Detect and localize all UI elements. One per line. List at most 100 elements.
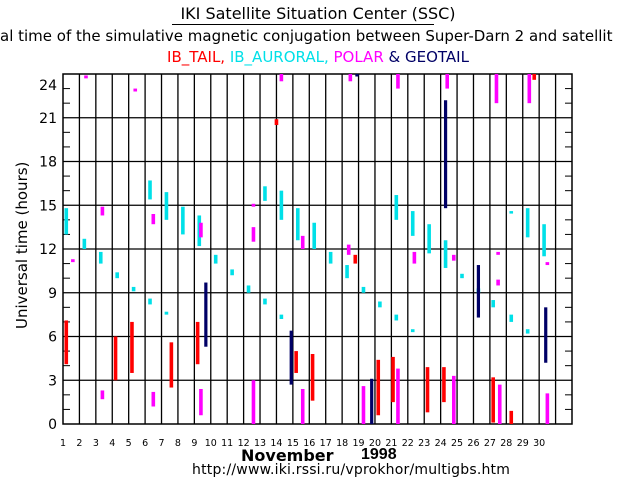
data-mark-ib-auroral — [443, 240, 448, 268]
data-mark-ib-auroral — [213, 254, 218, 264]
data-mark-polar — [300, 389, 305, 424]
x-tick-label: 6 — [142, 438, 148, 449]
data-mark-polar — [251, 227, 256, 242]
x-tick-label: 22 — [402, 438, 414, 449]
title-underline — [172, 24, 434, 25]
data-mark-polar — [396, 368, 400, 424]
data-mark-polar — [251, 380, 256, 424]
x-tick-label: 21 — [385, 438, 397, 449]
data-mark-polar — [100, 206, 105, 216]
data-mark-geotail — [355, 74, 359, 77]
data-mark-ib-tail — [310, 354, 315, 401]
data-mark-polar — [496, 279, 500, 286]
data-mark-geotail — [443, 100, 448, 209]
data-mark-polar — [151, 391, 156, 407]
data-mark-ib-tail — [274, 119, 279, 126]
data-mark-ib-auroral — [230, 269, 234, 276]
data-mark-ib-auroral — [279, 314, 284, 319]
data-mark-ib-auroral — [312, 222, 317, 249]
x-tick-label: 16 — [303, 438, 315, 449]
data-mark-geotail — [204, 282, 208, 347]
data-mark-polar — [251, 203, 256, 207]
data-mark-polar — [496, 251, 500, 255]
y-tick-label: 24 — [39, 78, 57, 94]
x-tick-label: 11 — [221, 438, 233, 449]
x-tick-label: 9 — [191, 438, 197, 449]
data-mark-polar — [451, 375, 456, 424]
data-mark-ib-auroral — [410, 211, 415, 236]
legend-ib-auroral: IB_AURORAL, — [225, 48, 329, 66]
x-tick-label: 19 — [353, 438, 365, 449]
data-mark-polar — [84, 75, 88, 79]
data-mark-ib-tail — [130, 321, 134, 373]
x-tick-label: 25 — [451, 438, 463, 449]
x-tick-label: 24 — [435, 438, 447, 449]
data-mark-polar — [545, 393, 550, 424]
data-mark-ib-auroral — [263, 186, 267, 201]
data-mark-polar — [199, 222, 203, 238]
y-tick-label: 6 — [48, 330, 57, 346]
data-mark-polar — [151, 214, 156, 225]
x-tick-label: 18 — [336, 438, 348, 449]
data-mark-ib-tail — [391, 356, 395, 403]
data-mark-polar — [545, 262, 550, 266]
data-mark-ib-tail — [491, 377, 495, 423]
data-mark-ib-auroral — [460, 273, 464, 279]
data-mark-ib-auroral — [164, 311, 169, 315]
data-mark-polar — [100, 390, 105, 400]
data-mark-polar — [451, 254, 456, 261]
data-mark-geotail — [289, 330, 293, 385]
data-mark-ib-auroral — [131, 286, 136, 292]
x-tick-label: 4 — [109, 438, 115, 449]
data-mark-ib-auroral — [263, 298, 267, 305]
data-mark-geotail — [544, 307, 548, 363]
data-mark-ib-auroral — [82, 238, 87, 249]
data-mark-polar — [71, 259, 75, 263]
data-mark-ib-auroral — [246, 285, 251, 293]
x-tick-label: 27 — [484, 438, 496, 449]
y-tick-label: 21 — [39, 111, 57, 127]
data-mark-ib-auroral — [64, 208, 69, 235]
data-mark-polar — [396, 74, 400, 89]
x-tick-label: 26 — [467, 438, 479, 449]
y-tick-label: 0 — [48, 417, 57, 433]
x-tick-label: 13 — [254, 438, 266, 449]
data-mark-geotail — [370, 378, 374, 424]
data-mark-ib-auroral — [115, 272, 119, 279]
data-mark-ib-auroral — [525, 329, 530, 334]
data-mark-ib-auroral — [279, 190, 284, 220]
source-url[interactable]: http://www.iki.rssi.ru/vprokhor/multigbs… — [192, 462, 511, 478]
x-tick-label: 10 — [205, 438, 217, 449]
data-mark-ib-auroral — [361, 286, 366, 293]
data-mark-ib-auroral — [328, 251, 333, 264]
x-tick-label: 7 — [158, 438, 164, 449]
data-mark-ib-auroral — [378, 301, 382, 308]
data-mark-ib-tail — [353, 254, 358, 264]
data-mark-polar — [279, 74, 284, 82]
data-mark-ib-tail — [532, 74, 537, 80]
data-mark-polar — [494, 74, 499, 104]
data-mark-polar — [348, 74, 353, 82]
y-tick-label: 18 — [39, 155, 57, 171]
data-mark-ib-auroral — [295, 208, 300, 241]
legend-ib-tail: IB_TAIL, — [167, 48, 226, 66]
x-tick-label: 30 — [533, 438, 545, 449]
data-mark-ib-auroral — [98, 251, 103, 264]
x-tick-label: 17 — [320, 438, 332, 449]
x-tick-label: 15 — [287, 438, 299, 449]
data-mark-polar — [346, 244, 351, 255]
data-mark-ib-auroral — [394, 314, 399, 321]
y-tick-label: 12 — [39, 242, 57, 258]
data-mark-ib-auroral — [509, 314, 514, 322]
x-tick-label: 8 — [175, 438, 181, 449]
data-mark-ib-auroral — [181, 206, 185, 235]
plot-frame — [62, 73, 573, 425]
data-mark-polar — [412, 251, 417, 264]
x-tick-label: 12 — [238, 438, 250, 449]
data-mark-ib-auroral — [164, 192, 169, 220]
data-mark-ib-auroral — [525, 208, 530, 238]
x-tick-label: 5 — [126, 438, 132, 449]
data-mark-ib-auroral — [427, 224, 431, 254]
chart-title: IKI Satellite Situation Center (SSC) — [180, 4, 456, 23]
